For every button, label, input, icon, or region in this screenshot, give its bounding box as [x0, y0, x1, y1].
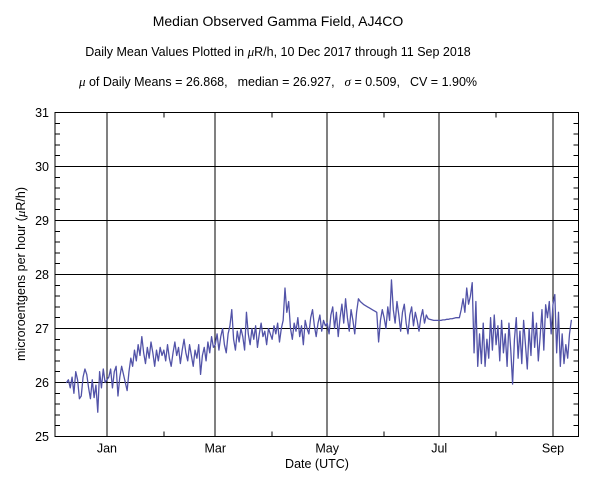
chart-subtitle: Daily Mean Values Plotted in μR/h, 10 De… [0, 44, 556, 60]
x-tick-label: Mar [204, 442, 226, 456]
chart-stats-line: μ of Daily Means = 26.868, median = 26.92… [0, 74, 556, 90]
stats-sigma-text: = 0.509, [350, 75, 400, 89]
x-tick-label: Sep [542, 442, 564, 456]
stats-sigma-segment: σ = 0.509, [344, 74, 400, 89]
x-tick-label: Jan [97, 442, 117, 456]
x-tick-label: Jul [431, 442, 447, 456]
x-axis-title: Date (UTC) [285, 457, 349, 471]
subtitle-prefix: Daily Mean Values Plotted in [85, 45, 248, 59]
sigma-symbol: σ [344, 74, 351, 89]
stats-cv-segment: CV = 1.90% [409, 75, 478, 89]
y-tick-label: 29 [35, 214, 49, 228]
subtitle-suffix: R/h, 10 Dec 2017 through 11 Sep 2018 [254, 45, 471, 59]
data-line [65, 279, 572, 413]
y-tick-label: 28 [35, 268, 49, 282]
stats-mean-text: of Daily Means = 26.868, [85, 75, 228, 89]
y-tick-label: 27 [35, 322, 49, 336]
plot-frame [54, 112, 579, 437]
y-tick-label: 31 [35, 106, 49, 120]
y-tick-label: 25 [35, 430, 49, 444]
x-tick-label: May [315, 442, 339, 456]
stats-median-segment: median = 26.927, [237, 75, 335, 89]
y-tick-label: 30 [35, 160, 49, 174]
mu-symbol: μ [78, 74, 86, 89]
y-tick-label: 26 [35, 376, 49, 390]
chart-title: Median Observed Gamma Field, AJ4CO [152, 13, 404, 29]
mu-symbol: μ [247, 44, 255, 59]
stats-mean-segment: μ of Daily Means = 26.868, [78, 74, 228, 89]
